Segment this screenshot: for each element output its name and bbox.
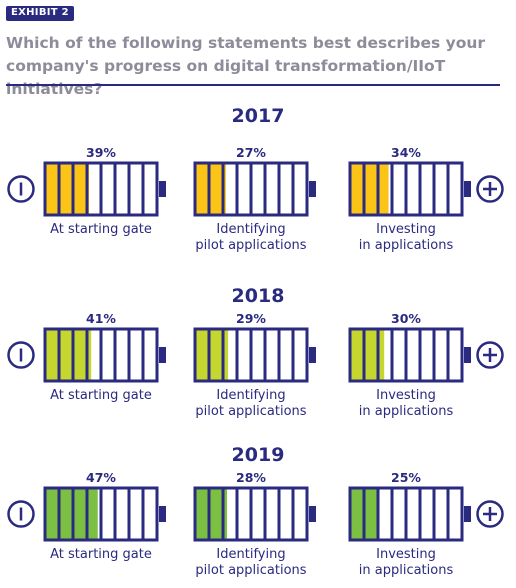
exhibit-label: EXHIBIT 2 (6, 6, 74, 21)
category-label: in applications (359, 404, 454, 419)
value-label: 30% (391, 311, 421, 326)
category-label: Investing (376, 222, 436, 237)
chart-question: Which of the following statements best d… (6, 34, 486, 98)
plus-circle-icon (476, 500, 504, 528)
category-label: At starting gate (50, 388, 152, 403)
value-label: 39% (86, 145, 116, 160)
category-label: in applications (359, 563, 454, 578)
category-label: pilot applications (195, 238, 306, 253)
battery-fill-bar (196, 164, 226, 214)
value-label: 28% (236, 470, 266, 485)
minus-circle-icon (7, 500, 35, 528)
battery-terminal (159, 181, 166, 197)
battery-terminal (309, 506, 316, 522)
battery-terminal (309, 347, 316, 363)
battery-terminal (159, 347, 166, 363)
battery-2017-1: 39% At starting gate (43, 145, 166, 237)
battery-fill-bar (351, 164, 389, 214)
minus-circle-icon (7, 175, 35, 203)
category-label: pilot applications (195, 404, 306, 419)
battery-outline (193, 486, 309, 542)
battery-outline (348, 327, 464, 383)
value-label: 47% (86, 470, 116, 485)
year-title: 2019 (232, 444, 285, 466)
category-label: Investing (376, 547, 436, 562)
value-label: 27% (236, 145, 266, 160)
battery-outline (193, 327, 309, 383)
category-label: Identifying (216, 388, 285, 403)
battery-fill-bar (46, 330, 92, 380)
battery-outline (43, 486, 159, 542)
value-label: 34% (391, 145, 421, 160)
category-label: Identifying (216, 222, 285, 237)
title-divider (6, 84, 500, 86)
category-label: Identifying (216, 547, 285, 562)
plus-circle-icon (476, 175, 504, 203)
battery-terminal (464, 181, 471, 197)
plus-circle-icon (476, 341, 504, 369)
value-label: 41% (86, 311, 116, 326)
category-label: At starting gate (50, 547, 152, 562)
battery-outline (43, 327, 159, 383)
battery-2019-1: 47% At starting gate (43, 470, 166, 562)
battery-outline (43, 161, 159, 217)
battery-outline (193, 161, 309, 217)
category-label: At starting gate (50, 222, 152, 237)
value-label: 29% (236, 311, 266, 326)
value-label: 25% (391, 470, 421, 485)
year-title: 2018 (232, 285, 285, 307)
battery-terminal (309, 181, 316, 197)
battery-fill-bar (46, 164, 90, 214)
year-group-2019: 2019 47% At starting gate 28% Identifyingpil… (7, 444, 504, 578)
year-title: 2017 (232, 105, 285, 127)
battery-2018-1: 41% At starting gate (43, 311, 166, 403)
battery-terminal (159, 506, 166, 522)
category-label: in applications (359, 238, 454, 253)
category-label: Investing (376, 388, 436, 403)
year-group-2017: 2017 39% At starting gate 27% Identifyingpil… (7, 105, 504, 253)
year-group-2018: 2018 41% At starting gate 29% Identifyingpil… (7, 285, 504, 419)
battery-outline (348, 486, 464, 542)
battery-terminal (464, 506, 471, 522)
minus-circle-icon (7, 341, 35, 369)
battery-terminal (464, 347, 471, 363)
category-label: pilot applications (195, 563, 306, 578)
battery-outline (348, 161, 464, 217)
